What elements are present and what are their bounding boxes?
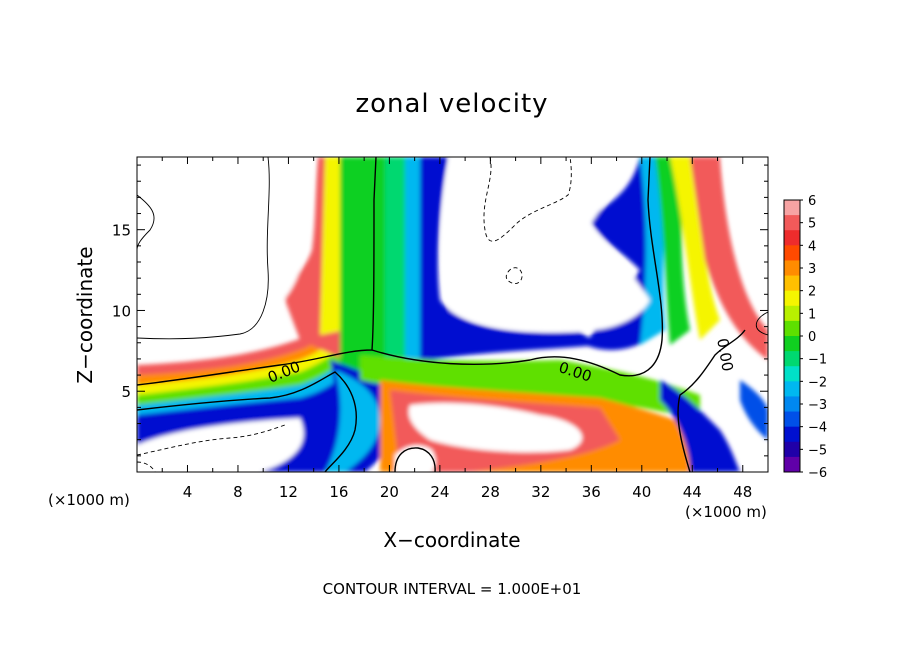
colorbar-swatch [784, 290, 800, 307]
chart-title: zonal velocity [355, 89, 548, 119]
contour-lines [137, 157, 746, 472]
field-white-lowmid [408, 403, 583, 453]
colorbar-swatch [784, 411, 800, 428]
colorbar-swatch [784, 260, 800, 277]
colorbar-label: 5 [808, 217, 816, 232]
colorbar-label: 3 [808, 262, 816, 277]
y-tick-label: 15 [112, 222, 131, 240]
plot-frame [136, 156, 769, 473]
colorbar-swatch [784, 351, 800, 367]
contour-zero-lowmid [394, 447, 436, 472]
x-tick-label: 44 [683, 483, 702, 501]
colorbar-label: 6 [808, 194, 816, 209]
field-white-uppermid [442, 157, 650, 332]
field-green-column [340, 157, 390, 387]
contour-zero-mid [371, 157, 664, 377]
contour-dashed-loop [505, 267, 523, 285]
colorbar-label: −5 [808, 443, 827, 458]
contour-dashed-uppermid [483, 157, 572, 242]
colorbar-label: 0 [808, 330, 816, 345]
field-white-patch [395, 445, 436, 472]
contour-dashed-corner [137, 461, 156, 472]
colorbar: 6 5 4 3 2 1 0 −1 −2 −3 −4 −5 −6 [783, 194, 827, 481]
field-blue-column [420, 157, 600, 360]
contour-zero-lowleft [137, 371, 357, 472]
x-tick-label: 20 [380, 483, 399, 501]
colorbar-swatch [784, 456, 800, 473]
y-tick-label: 5 [121, 383, 131, 401]
velocity-field [137, 157, 768, 472]
contour-zero-right [677, 329, 746, 472]
x-tick-label: 8 [233, 483, 243, 501]
colorbar-swatch [784, 366, 800, 382]
field-blue-rightedge [740, 380, 768, 440]
axis-ticks [137, 157, 768, 472]
y-axis-label: Z−coordinate [73, 246, 97, 383]
contour-label: 0.00 [713, 337, 737, 373]
colorbar-swatch [784, 305, 800, 322]
x-tick-label: 4 [183, 483, 193, 501]
field-yellow-upperleft [320, 157, 345, 335]
y-tick-label: 10 [112, 302, 131, 320]
x-unit-right: (×1000 m) [685, 503, 767, 521]
colorbar-swatch [784, 336, 800, 352]
colorbar-swatch [784, 200, 800, 216]
colorbar-swatch [784, 441, 800, 458]
field-cyan-lowmid [325, 370, 380, 472]
x-tick-label: 48 [733, 483, 752, 501]
colorbar-swatch [784, 215, 800, 231]
x-tick-label: 16 [329, 483, 348, 501]
x-tick-label: 36 [582, 483, 601, 501]
contour-dashed-lowleft [137, 424, 286, 456]
colorbar-swatch [784, 396, 800, 413]
x-unit-left: (×1000 m) [48, 491, 130, 509]
contour-dashed [137, 157, 572, 472]
x-tick-label: 28 [481, 483, 500, 501]
field-white-rightcorner [725, 157, 768, 310]
colorbar-swatch [784, 426, 800, 443]
colorbar-label: 2 [808, 285, 816, 300]
contour-thin-rightedge [755, 311, 768, 336]
contour-zero-left [137, 157, 377, 386]
field-white-lowleft [137, 418, 304, 472]
colorbar-swatch [784, 245, 800, 261]
colorbar-swatch [784, 381, 800, 397]
contour-interval-note: CONTOUR INTERVAL = 1.000E+01 [323, 580, 582, 598]
colorbar-label: −3 [808, 398, 827, 413]
x-axis-label: X−coordinate [383, 528, 520, 552]
x-tick-label: 40 [632, 483, 651, 501]
field-orange-lowright [620, 420, 670, 472]
x-tick-label: 32 [531, 483, 550, 501]
field-blue-lowright [660, 380, 740, 472]
field-red-right [690, 157, 768, 360]
colorbar-label: −2 [808, 375, 827, 390]
colorbar-label: 4 [808, 239, 816, 254]
plot-area: 0.00 0.00 0.00 [137, 157, 768, 472]
colorbar-swatch [784, 230, 800, 246]
colorbar-label: 1 [808, 307, 816, 322]
colorbar-swatch [784, 275, 800, 292]
colorbar-label: −6 [808, 466, 827, 481]
field-yellow-right [670, 157, 720, 340]
x-tick-label: 12 [279, 483, 298, 501]
colorbar-label: −1 [808, 353, 827, 368]
colorbar-swatch [784, 320, 800, 337]
x-tick-label: 24 [430, 483, 449, 501]
colorbar-label: −4 [808, 421, 827, 436]
contour-thin-upperleft [137, 157, 270, 340]
